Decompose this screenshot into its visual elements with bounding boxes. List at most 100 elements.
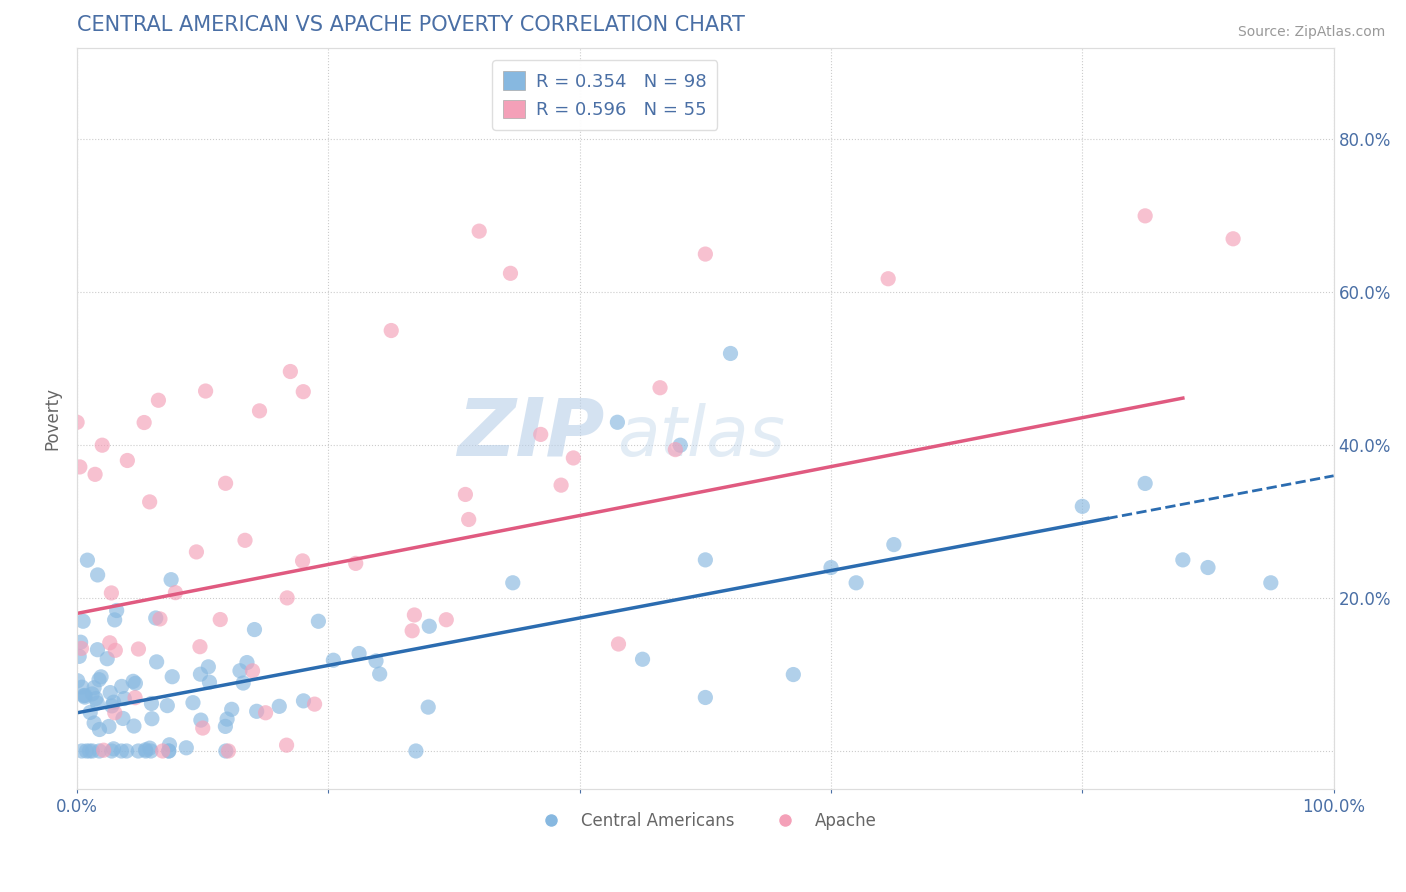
Point: [344, 557, 367, 571]
Point: [97, 719, 120, 733]
Point: [232, 676, 254, 690]
Point: [115, 744, 138, 758]
Point: [69, 459, 91, 474]
Point: [84, 467, 107, 482]
Point: [562, 450, 585, 465]
Point: [418, 619, 440, 633]
Point: [820, 560, 842, 574]
Point: [246, 704, 269, 718]
Point: [280, 364, 302, 378]
Point: [66, 673, 89, 688]
Legend: Central Americans, Apache: Central Americans, Apache: [527, 805, 883, 837]
Point: [79, 744, 101, 758]
Point: [104, 706, 127, 720]
Point: [1260, 575, 1282, 590]
Point: [368, 667, 391, 681]
Point: [550, 478, 572, 492]
Point: [165, 585, 187, 599]
Point: [669, 438, 692, 452]
Point: [70, 680, 93, 694]
Text: Source: ZipAtlas.com: Source: ZipAtlas.com: [1237, 25, 1385, 39]
Point: [159, 738, 181, 752]
Point: [695, 553, 717, 567]
Point: [530, 427, 553, 442]
Point: [76, 553, 98, 567]
Point: [157, 744, 180, 758]
Point: [86, 642, 108, 657]
Point: [124, 676, 146, 690]
Point: [157, 744, 180, 758]
Point: [127, 744, 149, 758]
Point: [174, 740, 197, 755]
Point: [96, 651, 118, 665]
Point: [190, 667, 212, 681]
Point: [405, 744, 427, 758]
Point: [100, 586, 122, 600]
Point: [292, 694, 315, 708]
Point: [160, 573, 183, 587]
Point: [93, 743, 115, 757]
Point: [664, 442, 686, 457]
Point: [160, 670, 183, 684]
Point: [84, 691, 107, 706]
Point: [117, 453, 139, 467]
Point: [135, 744, 157, 758]
Point: [86, 568, 108, 582]
Point: [149, 612, 172, 626]
Point: [70, 744, 93, 758]
Point: [782, 667, 804, 681]
Point: [124, 690, 146, 705]
Point: [135, 743, 157, 757]
Point: [364, 654, 387, 668]
Point: [70, 641, 93, 656]
Point: [69, 635, 91, 649]
Point: [243, 623, 266, 637]
Point: [110, 744, 132, 758]
Point: [720, 346, 742, 360]
Point: [845, 575, 868, 590]
Point: [606, 415, 628, 429]
Point: [607, 637, 630, 651]
Point: [1171, 553, 1194, 567]
Point: [83, 716, 105, 731]
Point: [209, 613, 232, 627]
Point: [198, 675, 221, 690]
Point: [111, 711, 134, 725]
Point: [233, 533, 256, 548]
Point: [404, 607, 426, 622]
Y-axis label: Poverty: Poverty: [44, 387, 60, 450]
Point: [291, 554, 314, 568]
Point: [138, 741, 160, 756]
Point: [111, 680, 134, 694]
Point: [194, 384, 217, 398]
Point: [145, 655, 167, 669]
Point: [1071, 500, 1094, 514]
Point: [214, 719, 236, 733]
Point: [122, 719, 145, 733]
Point: [229, 664, 252, 678]
Point: [236, 656, 259, 670]
Point: [87, 673, 110, 687]
Point: [695, 247, 717, 261]
Point: [98, 685, 121, 699]
Point: [112, 691, 135, 706]
Point: [269, 699, 291, 714]
Point: [1133, 209, 1156, 223]
Point: [197, 660, 219, 674]
Point: [89, 744, 111, 758]
Point: [79, 706, 101, 720]
Point: [221, 702, 243, 716]
Point: [347, 647, 370, 661]
Point: [83, 681, 105, 695]
Point: [631, 652, 654, 666]
Point: [648, 381, 671, 395]
Point: [134, 416, 156, 430]
Point: [191, 721, 214, 735]
Point: [276, 591, 298, 605]
Point: [105, 603, 128, 617]
Point: [122, 674, 145, 689]
Point: [1222, 232, 1244, 246]
Point: [190, 713, 212, 727]
Point: [82, 687, 104, 701]
Point: [89, 723, 111, 737]
